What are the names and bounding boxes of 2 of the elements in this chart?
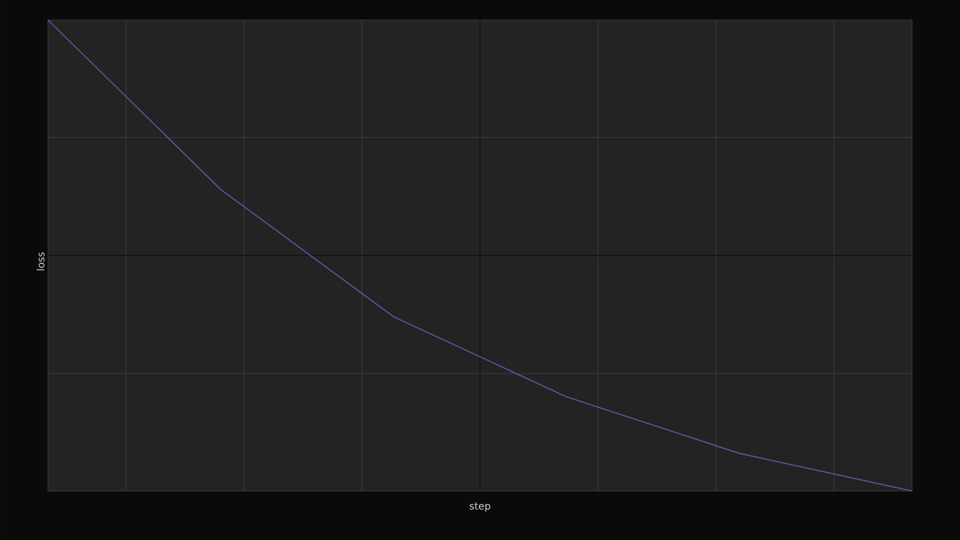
y-axis-title: loss	[36, 252, 44, 270]
x-axis-title: step	[470, 502, 490, 512]
